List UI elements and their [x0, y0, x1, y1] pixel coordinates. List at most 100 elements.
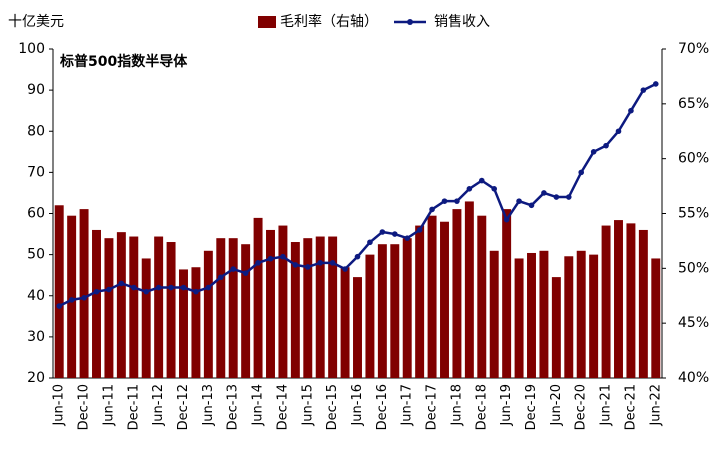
point — [367, 239, 373, 246]
x-tick-label: Jun-16 — [350, 384, 365, 427]
point — [416, 227, 423, 233]
point — [56, 303, 63, 309]
x-tick-label: Jun-12 — [151, 384, 166, 427]
y-tick-label: 20 — [27, 370, 45, 386]
x-tick-label: Dec-17 — [425, 384, 440, 430]
bar — [315, 236, 325, 378]
point — [130, 284, 137, 291]
bar — [67, 215, 77, 378]
bar — [614, 220, 623, 378]
bar — [290, 242, 300, 378]
x-tick-label: Dec-15 — [325, 384, 340, 430]
bar — [328, 236, 338, 378]
point — [317, 260, 324, 266]
point — [168, 284, 174, 291]
bar — [402, 238, 412, 378]
point — [379, 229, 386, 235]
point — [615, 128, 622, 135]
point — [528, 202, 535, 209]
point — [68, 297, 75, 303]
point — [205, 284, 212, 291]
bar — [440, 221, 449, 378]
bar — [427, 215, 437, 378]
bar — [54, 205, 64, 378]
bar — [179, 269, 188, 378]
bar — [626, 223, 636, 378]
point — [354, 253, 361, 260]
bar — [576, 250, 586, 378]
bar — [365, 254, 375, 378]
y2-tick-label: 45% — [678, 315, 709, 331]
bar — [141, 258, 151, 378]
x-tick-label: Jun-15 — [300, 384, 315, 427]
point — [478, 177, 485, 184]
y-tick-label: 70 — [27, 164, 45, 180]
bar — [203, 250, 213, 378]
point — [304, 264, 311, 270]
point — [155, 284, 162, 291]
point — [578, 169, 585, 176]
y2-tick-label: 65% — [678, 96, 709, 112]
x-tick-label: Jun-22 — [648, 384, 663, 427]
x-tick-label: Dec-16 — [375, 384, 390, 430]
bar — [464, 201, 474, 378]
bar — [216, 238, 226, 378]
bar — [377, 244, 387, 378]
bar — [253, 217, 263, 378]
bar — [489, 250, 499, 378]
bar — [154, 236, 164, 378]
y-tick-label: 80 — [27, 123, 45, 139]
bar — [502, 209, 512, 378]
legend-swatch — [258, 16, 276, 28]
point — [441, 198, 448, 204]
point — [491, 186, 498, 192]
point — [255, 260, 261, 266]
bar — [241, 244, 251, 378]
point — [454, 198, 460, 204]
point — [603, 142, 609, 149]
y2-tick-label: 40% — [678, 370, 709, 386]
y-tick-label: 60 — [27, 206, 45, 222]
point — [217, 274, 224, 281]
x-tick-label: Dec-11 — [126, 384, 141, 430]
point — [652, 81, 659, 87]
point — [565, 194, 572, 200]
point — [466, 186, 473, 192]
y-tick-label: 30 — [27, 329, 45, 345]
bar — [166, 242, 176, 378]
bar — [104, 238, 114, 378]
y2-tick-label: 50% — [678, 260, 709, 276]
point — [193, 288, 199, 295]
bar — [278, 225, 288, 378]
point — [404, 235, 411, 241]
point — [628, 107, 634, 114]
point — [516, 198, 522, 204]
x-tick-label: Dec-10 — [77, 384, 92, 430]
point — [242, 270, 249, 276]
bar — [477, 215, 487, 378]
point — [429, 206, 435, 213]
point — [553, 194, 560, 200]
annotation: 标普500指数半导体 — [59, 53, 188, 70]
bar — [340, 267, 350, 378]
legend-label: 毛利率（右轴） — [280, 13, 378, 30]
x-tick-label: Dec-13 — [226, 384, 241, 430]
bar — [303, 238, 313, 378]
point — [81, 295, 87, 301]
point — [391, 231, 398, 237]
y-tick-label: 50 — [27, 247, 45, 263]
bar — [539, 250, 549, 378]
point — [590, 149, 597, 155]
x-tick-label: Dec-21 — [623, 384, 638, 430]
bar — [638, 229, 648, 378]
x-tick-label: Jun-11 — [101, 384, 116, 427]
x-tick-label: Jun-21 — [599, 384, 614, 427]
point — [503, 216, 510, 223]
point — [267, 255, 274, 262]
bar — [452, 209, 462, 378]
y-tick-label: 100 — [18, 41, 45, 57]
x-tick-label: Dec-19 — [524, 384, 539, 430]
bar — [266, 229, 275, 378]
bar — [564, 256, 574, 378]
bar — [551, 277, 561, 378]
